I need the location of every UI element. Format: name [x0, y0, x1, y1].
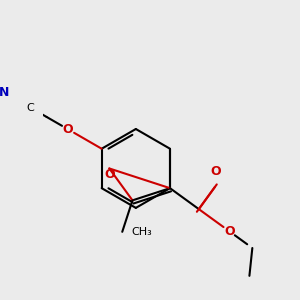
Text: CH₃: CH₃ — [131, 227, 152, 237]
Text: O: O — [225, 225, 236, 238]
Text: O: O — [104, 167, 115, 181]
Text: O: O — [63, 123, 73, 136]
Text: O: O — [210, 165, 221, 178]
Text: N: N — [0, 85, 9, 99]
Text: C: C — [27, 103, 34, 112]
